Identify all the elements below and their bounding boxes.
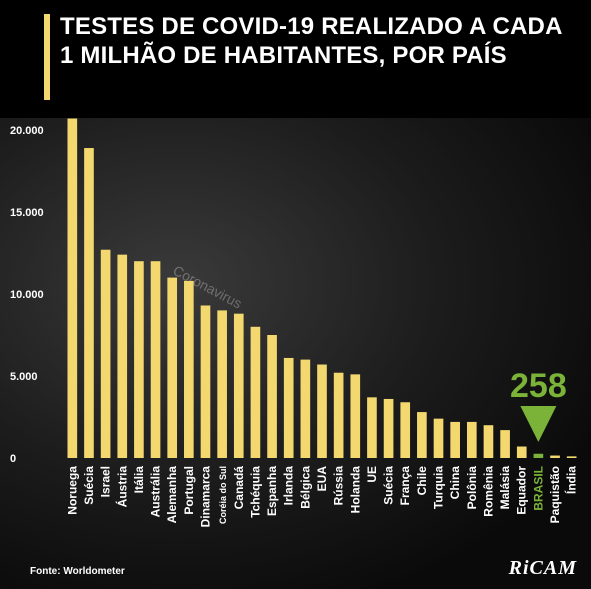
x-tick-label: Alemanha (165, 466, 179, 524)
bar (250, 326, 261, 458)
x-tick-label: Coréia do Sul (218, 466, 228, 524)
x-tick-label: Equador (515, 466, 529, 515)
x-tick-label: Malásia (498, 466, 512, 510)
x-tick-label: França (398, 466, 412, 506)
x-tick-label: Dinamarca (198, 466, 212, 528)
y-tick-label: 0 (10, 453, 16, 465)
bar (233, 313, 244, 458)
bar (317, 364, 327, 458)
bar (500, 430, 510, 458)
x-tick-label: BRASIL (531, 466, 545, 511)
x-tick-label: Áustria (114, 466, 129, 508)
bar (350, 374, 361, 458)
bar (117, 254, 128, 458)
bars (67, 118, 577, 459)
bar (367, 397, 377, 458)
x-tick-label: Austrália (149, 466, 163, 518)
bar (84, 148, 94, 459)
bar (167, 277, 178, 458)
x-tick-label: Índia (564, 466, 579, 494)
bar (134, 261, 144, 458)
x-tick-label: Paquistão (548, 466, 562, 523)
bar (450, 421, 460, 458)
bar (300, 359, 311, 458)
bar (433, 418, 444, 458)
bar (333, 372, 344, 458)
x-tick-label: Israel (99, 466, 113, 497)
annotation-value: 258 (510, 367, 567, 405)
x-tick-label: Rússia (332, 466, 346, 506)
background-photo (0, 118, 591, 589)
x-tick-label: Irlanda (282, 466, 296, 506)
x-tick-label: EUA (315, 466, 329, 492)
bar (150, 261, 161, 458)
bar (283, 357, 294, 458)
bar (267, 335, 277, 458)
x-tick-label: Tchéquia (248, 466, 262, 518)
bar (516, 446, 527, 458)
bar (184, 280, 194, 458)
source-note: Fonte: Worldometer (30, 566, 125, 577)
bar (550, 455, 560, 458)
x-tick-label: Bélgica (298, 466, 312, 509)
x-tick-label: Canadá (232, 466, 246, 510)
x-tick-label: Suécia (82, 466, 96, 505)
brand-logo: RiCAM (508, 557, 577, 579)
x-tick-label: Espanha (265, 466, 279, 516)
bar (383, 398, 394, 458)
x-tick-label: Suécia (382, 466, 396, 505)
bar (217, 310, 227, 458)
title-accent-bar (44, 14, 50, 100)
x-axis-labels: Noruega Suécia Israel Áustria Itália Austráli… (65, 466, 578, 528)
x-tick-label: Holanda (348, 466, 362, 514)
y-tick-label: 5.000 (10, 371, 38, 383)
bar (200, 305, 211, 458)
x-tick-label: Polônia (465, 466, 479, 510)
y-axis: 0 5.000 10.000 15.000 20.000 (10, 125, 44, 465)
x-tick-label: UE (365, 466, 379, 483)
y-tick-label: 15.000 (10, 207, 44, 219)
bar (67, 118, 78, 459)
x-tick-label: China (448, 466, 462, 500)
annotation-arrow (520, 406, 557, 442)
bar (533, 453, 544, 458)
bar (400, 402, 411, 458)
x-tick-label: Romênia (481, 466, 495, 517)
brasil-annotation: 258 (510, 367, 567, 442)
y-tick-label: 10.000 (10, 289, 44, 301)
x-tick-label: Portugal (182, 466, 196, 515)
y-tick-label: 20.000 (10, 125, 44, 137)
bar (566, 456, 577, 458)
bar (466, 421, 477, 458)
bar (100, 249, 111, 458)
bar (417, 412, 427, 458)
chart-title: TESTES DE COVID-19 REALIZADO A CADA 1 MI… (60, 13, 562, 69)
x-tick-label: Chile (415, 466, 429, 496)
x-tick-label: Itália (132, 466, 146, 494)
x-tick-label: Turquia (432, 466, 446, 509)
bar (483, 425, 494, 458)
x-tick-label: Noruega (65, 466, 79, 515)
